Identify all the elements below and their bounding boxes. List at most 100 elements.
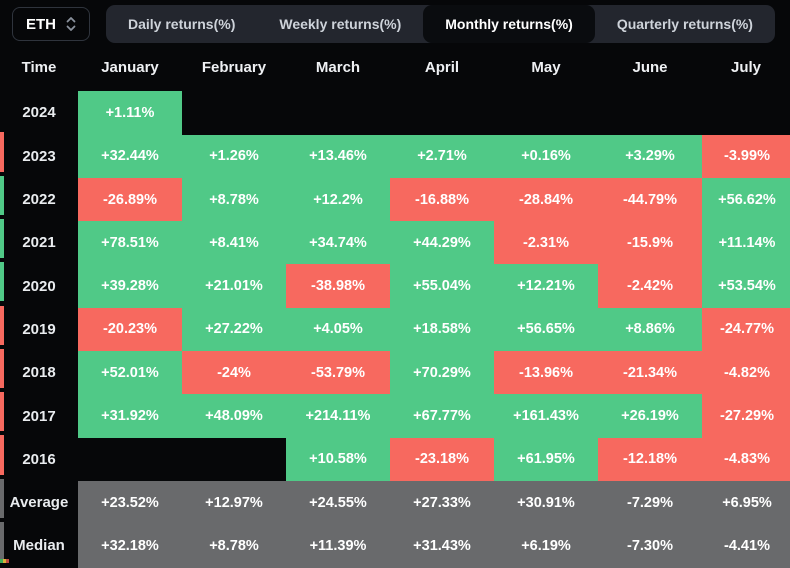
symbol-select-value: ETH [26, 16, 56, 33]
return-cell: -4.83% [702, 438, 790, 481]
return-cell: +6.19% [494, 524, 598, 567]
return-cell: +39.28% [78, 264, 182, 307]
return-cell: -27.29% [702, 394, 790, 437]
return-cell: +12.2% [286, 178, 390, 221]
tab-quarterly-returns[interactable]: Quarterly returns(%) [595, 5, 775, 43]
empty-cell [182, 438, 286, 481]
empty-cell [286, 91, 390, 134]
cutoff-cell-sliver [0, 522, 4, 561]
return-cell: +55.04% [390, 264, 494, 307]
month-header-may: May [494, 48, 598, 87]
return-cell: -26.89% [78, 178, 182, 221]
return-cell: +31.43% [390, 524, 494, 567]
month-header-june: June [598, 48, 702, 87]
return-cell: +30.91% [494, 481, 598, 524]
row-label-2023: 2023 [0, 135, 78, 178]
month-header-february: February [182, 48, 286, 87]
empty-cell [598, 91, 702, 134]
return-cell: +56.62% [702, 178, 790, 221]
return-cell: -24.77% [702, 308, 790, 351]
return-cell: +161.43% [494, 394, 598, 437]
return-cell: +8.41% [182, 221, 286, 264]
return-cell: +44.29% [390, 221, 494, 264]
row-label-2019: 2019 [0, 308, 78, 351]
return-cell: +18.58% [390, 308, 494, 351]
return-cell: +6.95% [702, 481, 790, 524]
return-cell: +78.51% [78, 221, 182, 264]
return-cell: +21.01% [182, 264, 286, 307]
month-header-january: January [78, 48, 182, 87]
cutoff-cell-sliver [0, 306, 4, 345]
return-cell: -44.79% [598, 178, 702, 221]
symbol-select[interactable]: ETH [12, 7, 90, 41]
return-cell: -4.82% [702, 351, 790, 394]
return-cell: +4.05% [286, 308, 390, 351]
cutoff-cell-sliver [0, 132, 4, 171]
toolbar: ETH Daily returns(%) Weekly returns(%) M… [0, 0, 790, 48]
return-cell: +214.11% [286, 394, 390, 437]
return-cell: +52.01% [78, 351, 182, 394]
return-cell: +13.46% [286, 135, 390, 178]
return-cell: +12.97% [182, 481, 286, 524]
return-cell: +26.19% [598, 394, 702, 437]
return-cell: +8.78% [182, 524, 286, 567]
return-cell: +31.92% [78, 394, 182, 437]
return-cell: -21.34% [598, 351, 702, 394]
cutoff-cell-sliver [0, 479, 4, 518]
row-label-2017: 2017 [0, 394, 78, 437]
return-cell: +27.22% [182, 308, 286, 351]
return-cell: +11.14% [702, 221, 790, 264]
month-header-march: March [286, 48, 390, 87]
return-cell: -2.31% [494, 221, 598, 264]
return-cell: +32.44% [78, 135, 182, 178]
updown-chevron-icon [66, 16, 76, 32]
return-cell: +23.52% [78, 481, 182, 524]
return-cell: -7.30% [598, 524, 702, 567]
tab-daily-returns[interactable]: Daily returns(%) [106, 5, 257, 43]
return-cell: +2.71% [390, 135, 494, 178]
return-cell: +3.29% [598, 135, 702, 178]
return-cell: +32.18% [78, 524, 182, 567]
return-cell: +48.09% [182, 394, 286, 437]
return-cell: +34.74% [286, 221, 390, 264]
return-cell: +0.16% [494, 135, 598, 178]
row-label-average: Average [0, 481, 78, 524]
return-cell: -13.96% [494, 351, 598, 394]
empty-cell [494, 91, 598, 134]
return-cell: -16.88% [390, 178, 494, 221]
time-header: Time [0, 48, 78, 87]
return-cell: +67.77% [390, 394, 494, 437]
row-label-2018: 2018 [0, 351, 78, 394]
return-cell: +27.33% [390, 481, 494, 524]
return-cell: -28.84% [494, 178, 598, 221]
return-cell: -7.29% [598, 481, 702, 524]
return-cell: -53.79% [286, 351, 390, 394]
empty-cell [78, 438, 182, 481]
tab-weekly-returns[interactable]: Weekly returns(%) [257, 5, 423, 43]
month-header-july: July [702, 48, 790, 87]
return-cell: +24.55% [286, 481, 390, 524]
row-label-2016: 2016 [0, 438, 78, 481]
return-cell: +53.54% [702, 264, 790, 307]
tab-monthly-returns[interactable]: Monthly returns(%) [423, 5, 595, 43]
cutoff-cell-sliver [0, 262, 4, 301]
return-cell: +70.29% [390, 351, 494, 394]
return-cell: +8.78% [182, 178, 286, 221]
return-cell: +10.58% [286, 438, 390, 481]
returns-tabbar: Daily returns(%) Weekly returns(%) Month… [106, 5, 775, 43]
cutoff-cell-sliver [0, 435, 4, 474]
return-cell: -3.99% [702, 135, 790, 178]
return-cell: -20.23% [78, 308, 182, 351]
return-cell: -2.42% [598, 264, 702, 307]
return-cell: +1.11% [78, 91, 182, 134]
cutoff-cell-sliver [0, 176, 4, 215]
return-cell: -38.98% [286, 264, 390, 307]
cutoff-cell-sliver [0, 219, 4, 258]
row-label-median: Median [0, 524, 78, 567]
return-cell: -24% [182, 351, 286, 394]
return-cell: +12.21% [494, 264, 598, 307]
empty-cell [702, 91, 790, 134]
return-cell: +61.95% [494, 438, 598, 481]
return-cell: +11.39% [286, 524, 390, 567]
